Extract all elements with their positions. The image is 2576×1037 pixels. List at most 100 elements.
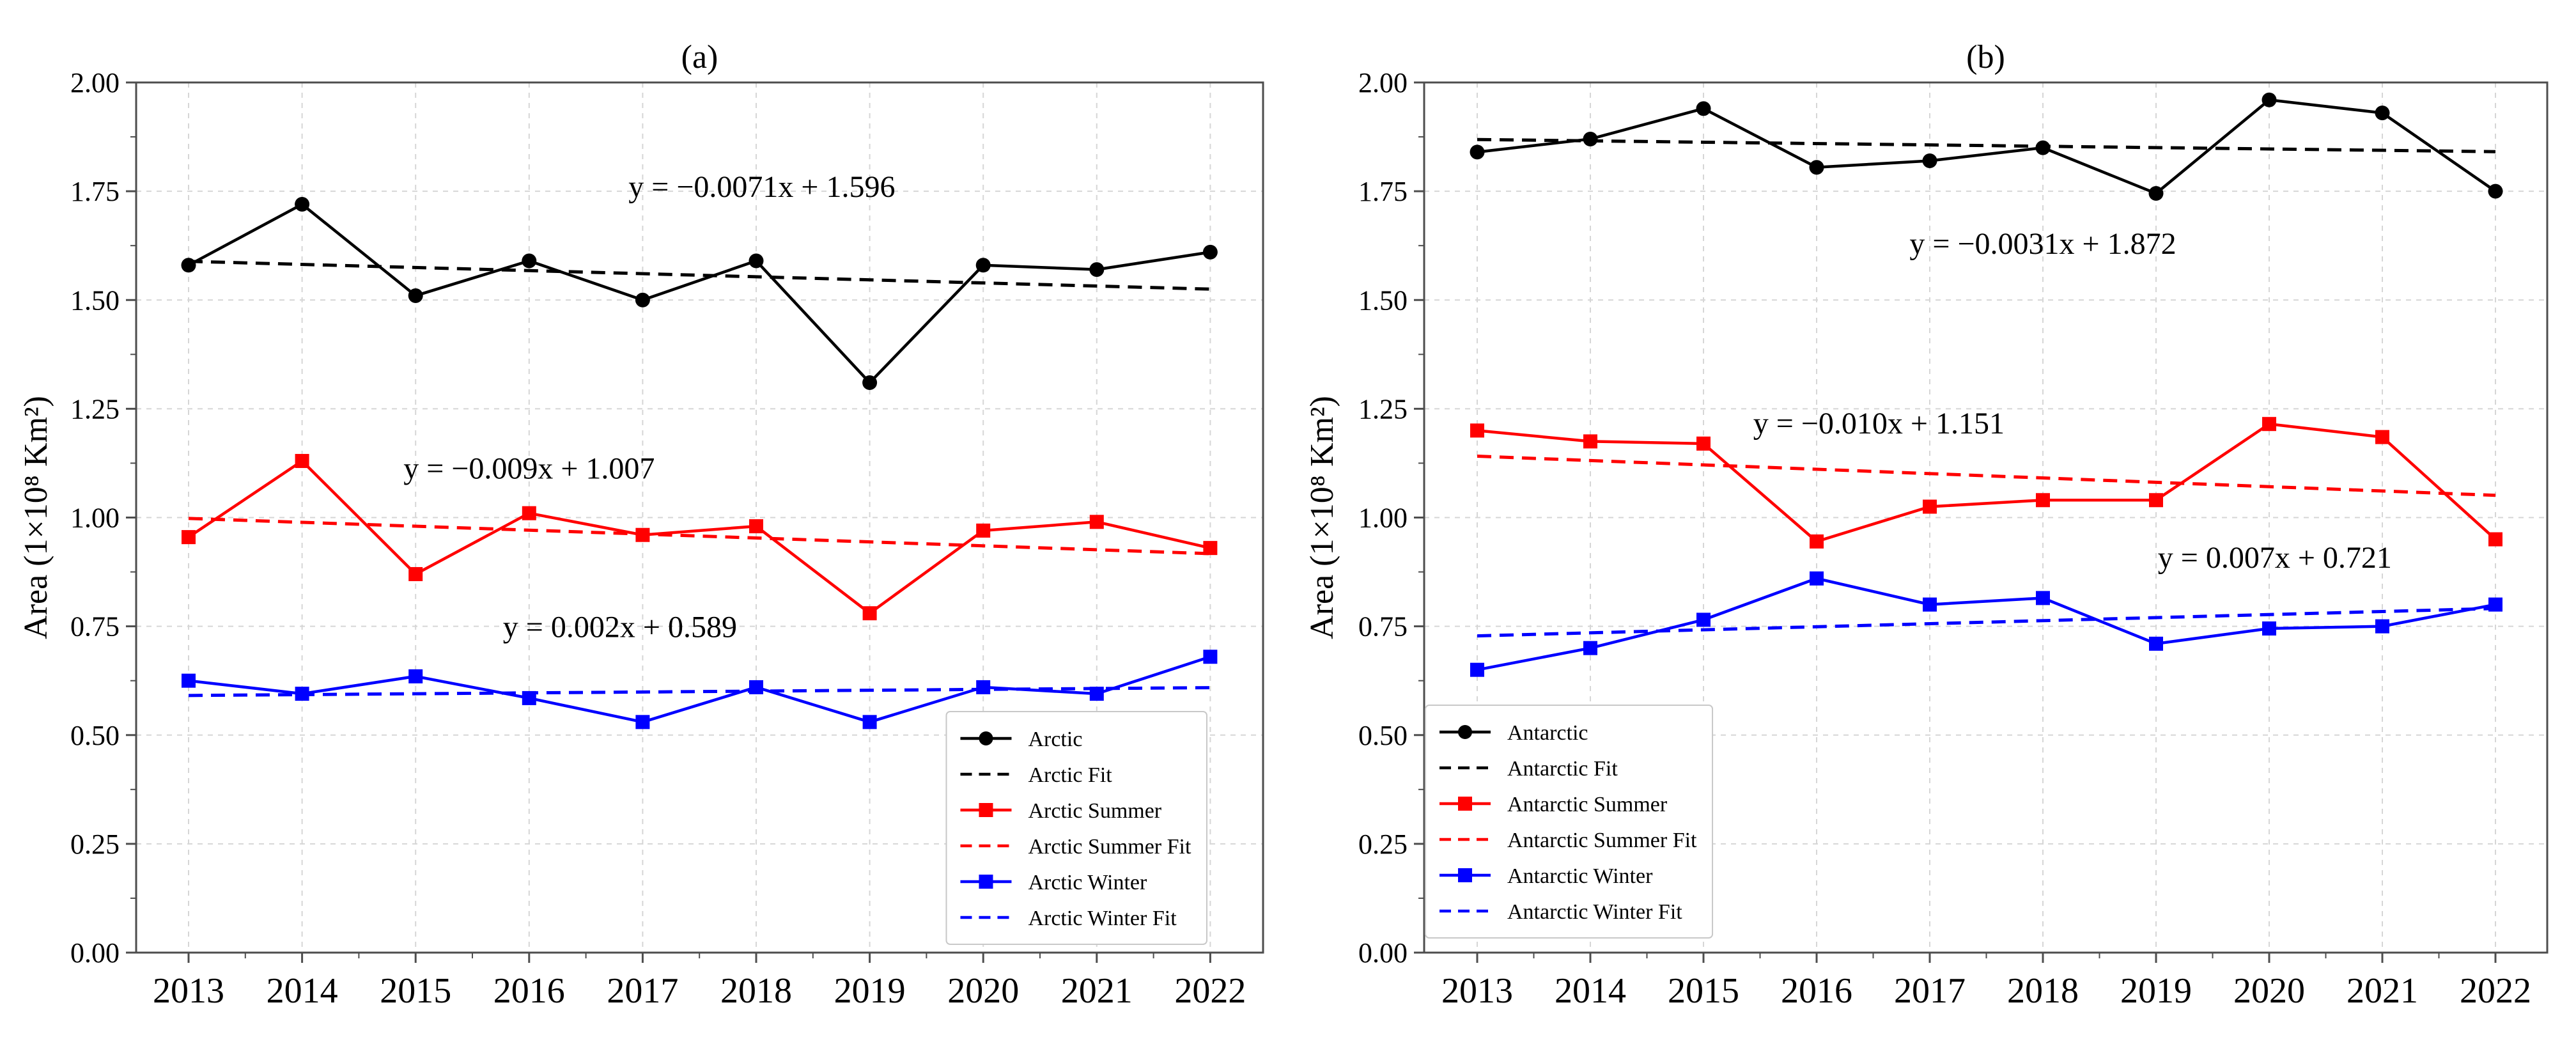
x-tick-label: 2018 bbox=[720, 971, 792, 1011]
legend-item-label: Antarctic Winter bbox=[1507, 864, 1653, 888]
antarctic-fit-equation-label: y = −0.0031x + 1.872 bbox=[1909, 227, 2176, 261]
antarctic-summer-point-2022 bbox=[2488, 532, 2502, 547]
antarctic-winter-point-2019 bbox=[2149, 636, 2163, 651]
legend-marker-antarctic bbox=[1458, 725, 1472, 739]
antarctic-summer-point-2016 bbox=[1810, 534, 1824, 549]
antarctic-winter-point-2020 bbox=[2262, 621, 2276, 636]
y-tick-label: 1.25 bbox=[70, 393, 120, 425]
legend-box bbox=[1425, 705, 1714, 939]
arctic-point-2021 bbox=[1089, 262, 1105, 277]
antarctic-point-2021 bbox=[2375, 105, 2390, 121]
antarctic-summer-point-2020 bbox=[2262, 417, 2276, 432]
x-tick-label: 2020 bbox=[947, 971, 1019, 1011]
arctic-winter-point-2020 bbox=[976, 680, 991, 694]
arctic-winter-point-2022 bbox=[1203, 650, 1218, 664]
y-tick-label: 0.75 bbox=[1358, 611, 1408, 643]
antarctic-summer-point-2014 bbox=[1583, 434, 1597, 449]
y-tick-label: 2.00 bbox=[70, 67, 120, 98]
legend-marker-antarctic-winter bbox=[1458, 868, 1472, 882]
arctic-fit-equation-label: y = −0.0071x + 1.596 bbox=[628, 170, 895, 204]
arctic-summer-fit-equation-label: y = −0.009x + 1.007 bbox=[403, 451, 655, 485]
y-tick-label: 1.50 bbox=[1358, 285, 1408, 316]
legend-item-label: Arctic bbox=[1028, 728, 1082, 751]
legend-item-label: Arctic Summer Fit bbox=[1028, 835, 1191, 859]
x-tick-label: 2022 bbox=[2460, 971, 2531, 1011]
legend-marker-antarctic-summer bbox=[1458, 797, 1472, 811]
x-tick-label: 2019 bbox=[2120, 971, 2192, 1011]
legend-item-label: Antarctic Fit bbox=[1507, 757, 1618, 781]
legend-item-label: Arctic Winter bbox=[1028, 871, 1147, 894]
x-tick-label: 2014 bbox=[267, 971, 338, 1011]
arctic-summer-point-2022 bbox=[1203, 541, 1218, 556]
y-tick-label: 1.75 bbox=[1358, 176, 1408, 207]
legend-item-label: Arctic Fit bbox=[1028, 763, 1112, 787]
legend-item-label: Antarctic bbox=[1507, 721, 1588, 745]
arctic-summer-point-2016 bbox=[522, 506, 536, 520]
arctic-winter-fit-equation-label: y = 0.002x + 0.589 bbox=[503, 611, 737, 644]
arctic-point-2022 bbox=[1202, 244, 1218, 260]
y-tick-label: 0.00 bbox=[70, 937, 120, 969]
antarctic-winter-point-2021 bbox=[2375, 619, 2389, 634]
y-tick-label: 0.25 bbox=[1358, 829, 1408, 860]
antarctic-summer-point-2017 bbox=[1923, 499, 1937, 514]
antarctic-winter-fit-line bbox=[1477, 607, 2496, 638]
antarctic-summer-point-2019 bbox=[2149, 493, 2163, 508]
x-tick-label: 2020 bbox=[2233, 971, 2305, 1011]
antarctic-winter-point-2018 bbox=[2036, 591, 2050, 605]
antarctic-fit-line bbox=[1477, 137, 2496, 153]
antarctic-summer-fit-line bbox=[1477, 455, 2496, 497]
x-tick-label: 2019 bbox=[834, 971, 906, 1011]
y-tick-label: 0.00 bbox=[1358, 937, 1408, 969]
arctic-summer-point-2020 bbox=[976, 523, 991, 538]
arctic-point-2014 bbox=[295, 197, 310, 212]
arctic-winter-point-2013 bbox=[182, 673, 196, 688]
arctic-point-2018 bbox=[749, 253, 764, 269]
y-tick-label: 0.25 bbox=[70, 829, 120, 860]
antarctic-winter-fit-equation-label: y = 0.007x + 0.721 bbox=[2158, 541, 2392, 575]
arctic-summer-point-2019 bbox=[862, 606, 877, 621]
arctic-point-2019 bbox=[862, 375, 878, 391]
x-tick-label: 2017 bbox=[1894, 971, 1966, 1011]
arctic-summer-point-2021 bbox=[1089, 515, 1104, 529]
legend: Antarctic Antarctic Fit Antarctic Summer An… bbox=[1425, 705, 1714, 939]
x-tick-label: 2018 bbox=[2007, 971, 2079, 1011]
arctic-point-2016 bbox=[522, 253, 537, 269]
y-tick-label: 1.75 bbox=[70, 176, 120, 207]
legend-marker-arctic-summer bbox=[979, 803, 993, 817]
antarctic-point-2013 bbox=[1470, 144, 1485, 160]
y-axis-label: Area (1×10⁸ Km²) bbox=[1304, 396, 1340, 639]
x-tick-label: 2017 bbox=[607, 971, 678, 1011]
legend-box bbox=[945, 711, 1207, 945]
y-tick-label: 0.75 bbox=[70, 611, 120, 643]
antarctic-summer-point-2021 bbox=[2375, 430, 2389, 444]
arctic-summer-point-2015 bbox=[408, 566, 423, 581]
x-tick-label: 2016 bbox=[493, 971, 565, 1011]
y-tick-label: 2.00 bbox=[1358, 67, 1408, 98]
arctic-summer-point-2014 bbox=[295, 454, 309, 469]
arctic-winter-point-2021 bbox=[1089, 687, 1104, 701]
legend: Arctic Arctic Fit Arctic Summer Arctic Summ… bbox=[945, 711, 1207, 945]
legend-item-label: Antarctic Summer bbox=[1507, 793, 1668, 816]
legend-item-label: Antarctic Winter Fit bbox=[1507, 900, 1682, 924]
y-tick-label: 0.50 bbox=[1358, 720, 1408, 751]
arctic-summer-point-2018 bbox=[749, 519, 763, 534]
panel--b-: y = −0.0031x + 1.872 y = −0.010x + 1.151 y… bbox=[1304, 39, 2549, 1011]
arctic-summer-fit-line bbox=[188, 517, 1211, 556]
legend-item-label: Arctic Summer bbox=[1028, 799, 1161, 823]
arctic-point-2015 bbox=[408, 288, 423, 303]
antarctic-point-2019 bbox=[2148, 186, 2164, 201]
antarctic-point-2014 bbox=[1583, 131, 1598, 146]
x-tick-label: 2021 bbox=[1061, 971, 1133, 1011]
y-tick-label: 0.50 bbox=[70, 720, 120, 751]
arctic-winter-point-2019 bbox=[862, 715, 877, 729]
x-tick-label: 2015 bbox=[380, 971, 451, 1011]
y-tick-label: 1.00 bbox=[1358, 503, 1408, 534]
antarctic-point-2015 bbox=[1696, 101, 1711, 116]
y-tick-label: 1.50 bbox=[70, 285, 120, 316]
x-tick-label: 2014 bbox=[1555, 971, 1626, 1011]
x-tick-label: 2016 bbox=[1781, 971, 1852, 1011]
antarctic-point-2016 bbox=[1809, 160, 1824, 175]
panel--a-: y = −0.0071x + 1.596 y = −0.009x + 1.007 y… bbox=[18, 39, 1264, 1011]
x-tick-label: 2021 bbox=[2347, 971, 2418, 1011]
arctic-point-2017 bbox=[635, 292, 650, 308]
